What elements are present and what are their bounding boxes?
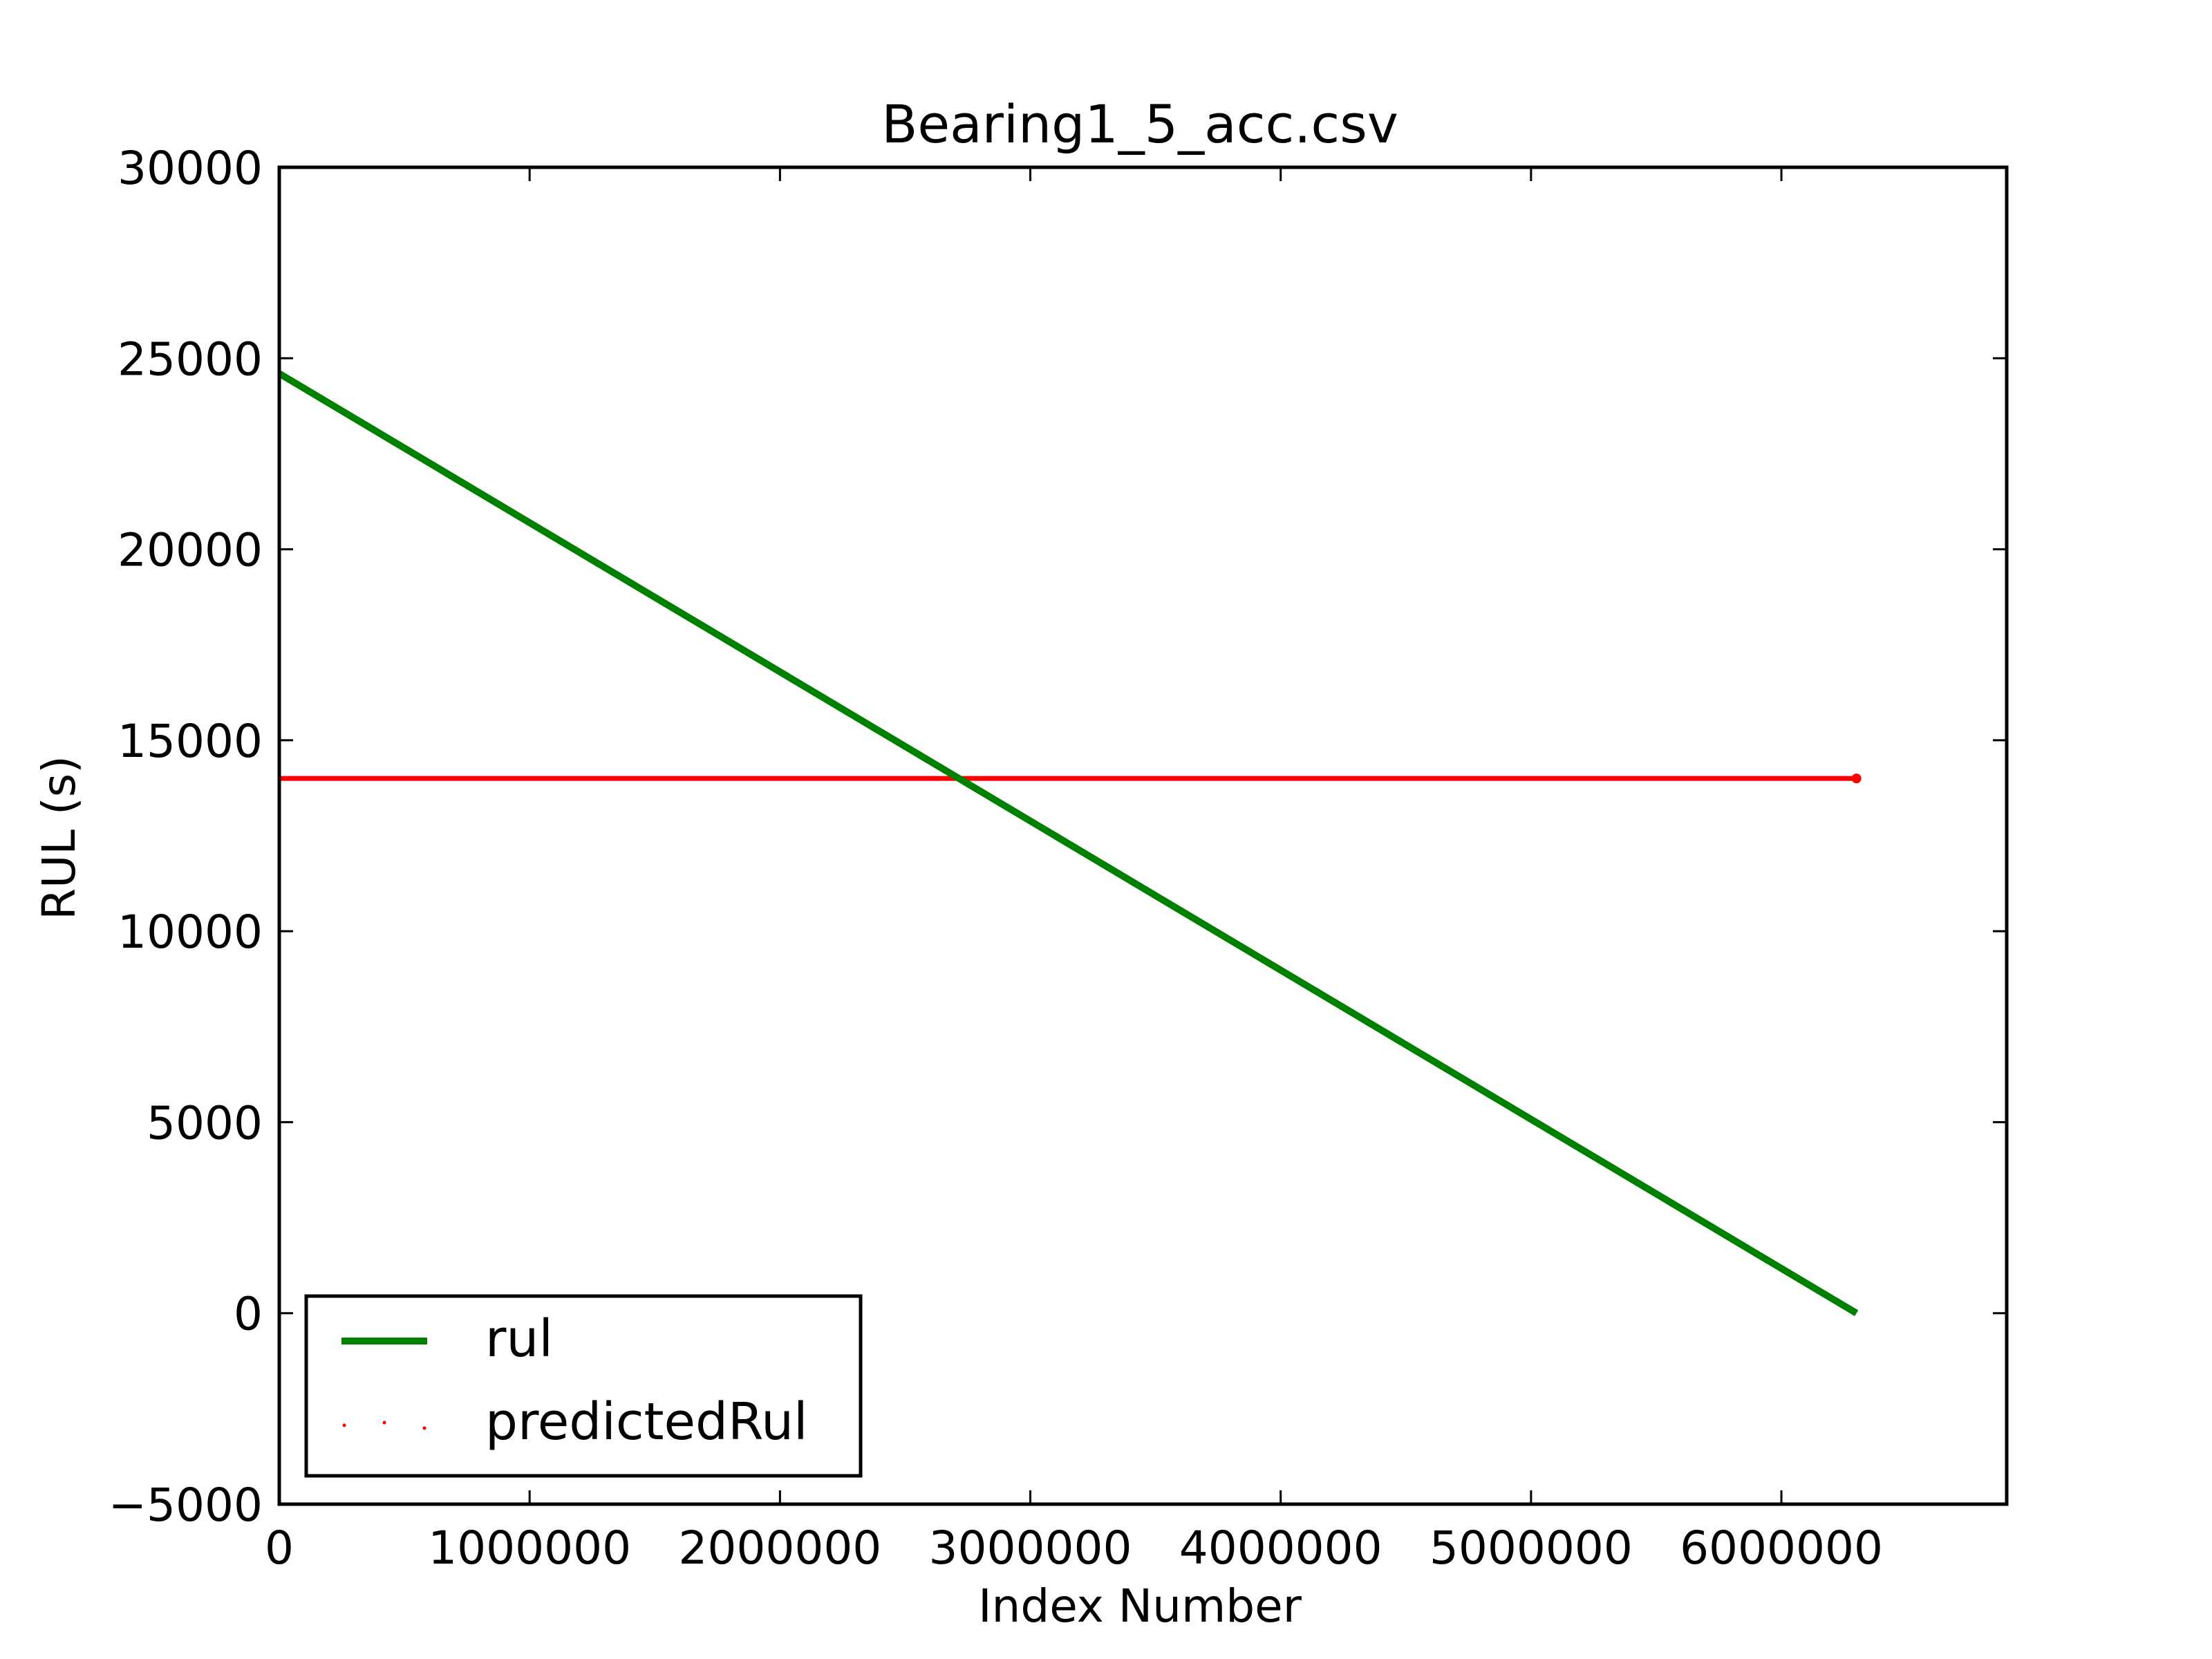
x-tick-label: 3000000 bbox=[929, 1521, 1132, 1575]
series-layer bbox=[277, 371, 1862, 1317]
y-tick-label: 25000 bbox=[118, 332, 263, 386]
chart-title: Bearing1_5_acc.csv bbox=[881, 93, 1398, 155]
y-tick-label: 20000 bbox=[118, 524, 263, 577]
y-tick-label: −5000 bbox=[109, 1479, 263, 1532]
legend-label-rul: rul bbox=[485, 1309, 553, 1369]
series-predictedrul bbox=[279, 774, 1862, 784]
y-tick-label: 30000 bbox=[118, 142, 263, 195]
legend-label-predictedrul: predictedRul bbox=[485, 1392, 808, 1452]
legend: rul predictedRul bbox=[304, 1294, 863, 1478]
y-tick-label: 5000 bbox=[147, 1096, 263, 1150]
x-axis-label: Index Number bbox=[978, 1580, 1302, 1633]
x-tick-label: 1000000 bbox=[428, 1521, 631, 1575]
y-tick-label: 0 bbox=[234, 1288, 263, 1341]
axis-ticks: 0 1000000 2000000 3000000 4000000 5000000 6000… bbox=[109, 142, 2007, 1575]
x-tick-label: 0 bbox=[265, 1521, 294, 1575]
plot-frame bbox=[277, 165, 2009, 1506]
predictedrul-end-point bbox=[1851, 774, 1862, 784]
y-tick-label: 15000 bbox=[118, 715, 263, 768]
y-tick-label: 10000 bbox=[118, 906, 263, 959]
series-rul-line bbox=[277, 371, 1859, 1317]
legend-box bbox=[304, 1294, 863, 1478]
x-tick-label: 6000000 bbox=[1680, 1521, 1883, 1575]
legend-swatch-predictedrul bbox=[342, 1421, 427, 1430]
y-axis-label: RUL (s) bbox=[32, 756, 86, 920]
x-tick-label: 2000000 bbox=[678, 1521, 881, 1575]
x-tick-label: 5000000 bbox=[1430, 1521, 1633, 1575]
x-tick-label: 4000000 bbox=[1179, 1521, 1382, 1575]
